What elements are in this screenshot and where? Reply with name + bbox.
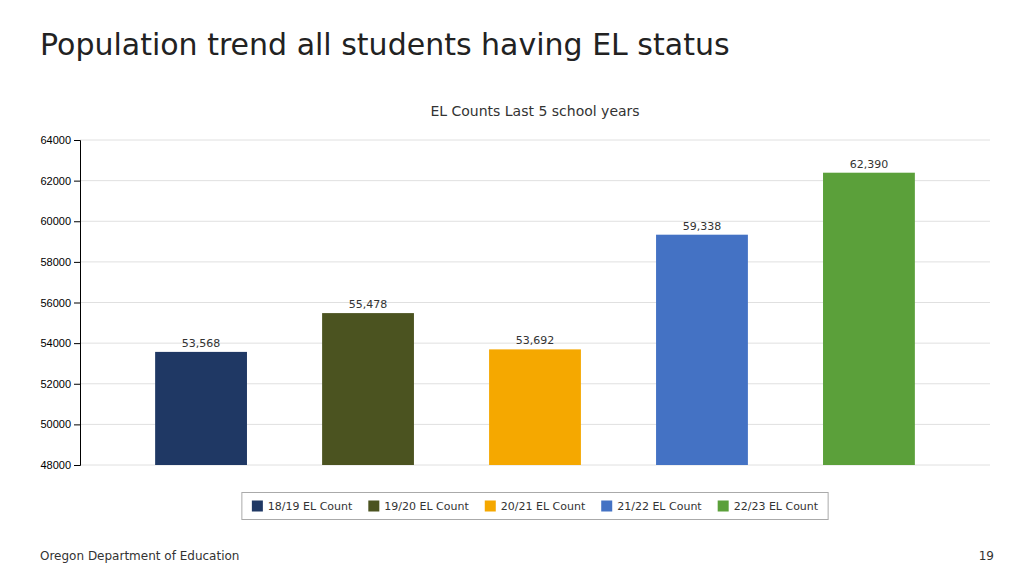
chart-container: Population trend all students having EL … — [0, 0, 1024, 576]
legend-item: 22/23 EL Count — [718, 500, 819, 513]
tick: 56000 — [40, 297, 80, 309]
tick-label: 52000 — [40, 378, 71, 390]
tick-label: 58000 — [40, 256, 71, 268]
grid-line — [80, 140, 990, 141]
bar — [823, 173, 915, 465]
tick-label: 60000 — [40, 215, 71, 227]
legend-item: 20/21 EL Count — [485, 500, 586, 513]
tick-mark — [74, 262, 80, 263]
tick-mark — [74, 384, 80, 385]
legend-label: 22/23 EL Count — [734, 500, 819, 513]
legend-label: 20/21 EL Count — [501, 500, 586, 513]
bar — [322, 313, 414, 465]
legend-item: 19/20 EL Count — [368, 500, 469, 513]
bar — [155, 352, 247, 465]
tick-label: 54000 — [40, 337, 71, 349]
data-labels: 53,568 55,478 53,692 59,338 62,390 — [182, 158, 888, 350]
tick-label: 64000 — [40, 134, 71, 146]
tick-mark — [74, 465, 80, 466]
tick-mark — [74, 140, 80, 141]
tick: 50000 — [40, 418, 80, 430]
legend-swatch — [252, 501, 263, 512]
footer-text: Oregon Department of Education — [40, 549, 239, 563]
tick: 54000 — [40, 337, 80, 349]
grid — [80, 140, 990, 465]
tick-mark — [74, 181, 80, 182]
data-label: 62,390 — [850, 158, 889, 171]
legend-item: 18/19 EL Count — [252, 500, 353, 513]
tick-label: 48000 — [40, 459, 71, 471]
legend-swatch — [718, 501, 729, 512]
tick-label: 56000 — [40, 297, 71, 309]
title: Population trend all students having EL … — [40, 27, 730, 62]
data-label: 53,568 — [182, 337, 221, 350]
legend-frame — [242, 493, 828, 520]
footer-text: 19 — [979, 549, 994, 563]
bar — [489, 349, 581, 465]
legend-swatch — [485, 501, 496, 512]
legend-label: 19/20 EL Count — [384, 500, 469, 513]
legend-label: 18/19 EL Count — [268, 500, 353, 513]
tick: 48000 — [40, 459, 80, 471]
tick: 62000 — [40, 175, 80, 187]
data-label: 53,692 — [516, 334, 555, 347]
bars — [155, 173, 915, 465]
axis-domain — [74, 141, 81, 466]
tick-mark — [74, 221, 80, 222]
legend: 18/19 EL Count 19/20 EL Count 20/21 EL Cou… — [242, 493, 828, 520]
tick: 64000 — [40, 134, 80, 146]
tick-mark — [74, 343, 80, 344]
tick: 58000 — [40, 256, 80, 268]
tick-mark — [74, 424, 80, 425]
data-label: 59,338 — [683, 220, 722, 233]
legend-item: 21/22 EL Count — [601, 500, 702, 513]
y-axis: 48000 50000 52000 54000 56000 58000 60000 62000… — [40, 134, 80, 471]
chart-title: EL Counts Last 5 school years — [430, 103, 639, 119]
legend-swatch — [601, 501, 612, 512]
tick: 52000 — [40, 378, 80, 390]
data-label: 55,478 — [349, 298, 388, 311]
tick-mark — [74, 303, 80, 304]
tick-label: 62000 — [40, 175, 71, 187]
tick-label: 50000 — [40, 418, 71, 430]
legend-swatch — [368, 501, 379, 512]
tick: 60000 — [40, 215, 80, 227]
bar — [656, 235, 748, 465]
legend-label: 21/22 EL Count — [617, 500, 702, 513]
chart-svg: Population trend all students having EL … — [0, 0, 1024, 576]
